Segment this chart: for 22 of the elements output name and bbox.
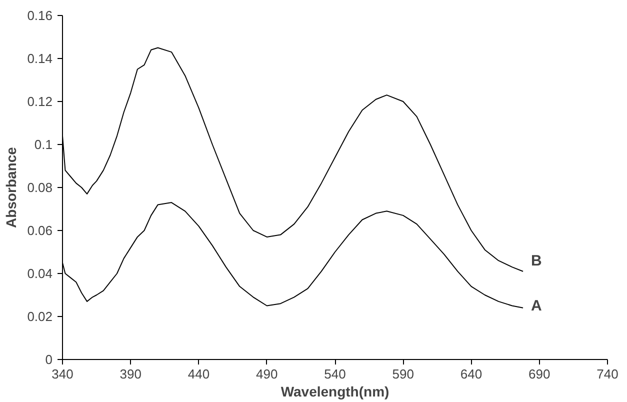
y-tick-label: 0.1 [34, 137, 53, 152]
y-tick-label: 0.08 [27, 180, 53, 195]
x-tick-label: 390 [120, 366, 142, 382]
y-tick-label: 0.16 [27, 8, 53, 23]
x-tick-label: 590 [392, 366, 414, 382]
x-tick-label: 440 [188, 366, 210, 382]
y-tick-label: 0.14 [27, 51, 53, 66]
y-tick-label: 0.02 [27, 309, 53, 324]
y-tick-label: 0 [45, 352, 53, 367]
x-tick-label: 490 [256, 366, 278, 382]
x-tick-label: 690 [528, 366, 550, 382]
y-tick-label: 0.06 [27, 223, 53, 238]
x-tick-label: 340 [52, 366, 74, 382]
y-tick-label: 0.12 [27, 94, 53, 109]
x-axis-title: Wavelength(nm) [280, 384, 390, 400]
x-tick-label: 740 [596, 366, 618, 382]
x-tick-label: 640 [460, 366, 482, 382]
series-label: B [531, 252, 542, 270]
x-tick-label: 540 [324, 366, 346, 382]
series-label: A [531, 297, 542, 314]
y-tick-label: 0.04 [27, 266, 53, 281]
y-axis-title: Absorbance [3, 146, 20, 228]
